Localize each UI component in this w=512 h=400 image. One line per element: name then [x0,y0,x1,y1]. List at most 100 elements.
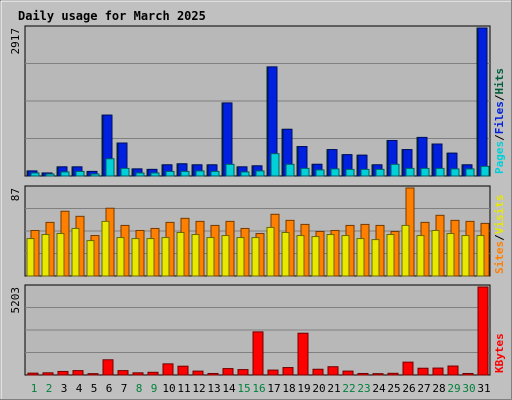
ymax-label-kbytes: 5203 [9,287,22,314]
bar-pages-day-28 [435,167,445,177]
bar-kbytes-day-20 [312,368,324,376]
bar-visits-day-29 [446,233,455,277]
day-label-25: 25 [387,382,400,395]
bar-kbytes-day-29 [447,365,459,376]
bar-pages-day-7 [120,167,130,177]
bar-visits-day-8 [131,238,140,277]
bar-pages-day-31 [480,165,490,177]
bar-visits-day-14 [221,235,230,277]
bar-pages-day-16 [255,170,265,177]
bar-visits-day-4 [71,227,80,277]
bar-kbytes-day-1 [27,372,39,376]
bar-pages-day-5 [90,173,100,177]
bar-visits-day-20 [311,236,320,277]
bar-pages-day-19 [300,167,310,177]
day-label-28: 28 [432,382,445,395]
bar-visits-day-12 [191,234,200,277]
bar-kbytes-day-30 [462,372,474,376]
bar-visits-day-24 [371,239,380,277]
bar-kbytes-day-27 [417,367,429,376]
day-label-8: 8 [136,382,143,395]
bar-pages-day-24 [375,168,385,177]
bar-kbytes-day-28 [432,367,444,376]
bar-pages-day-14 [225,163,235,177]
day-label-24: 24 [372,382,386,395]
bar-visits-day-10 [161,237,170,277]
day-label-9: 9 [151,382,158,395]
bar-pages-day-4 [75,170,85,177]
bar-kbytes-day-17 [267,369,279,376]
bar-visits-day-19 [296,235,305,277]
bar-visits-day-9 [146,238,155,277]
bar-pages-day-26 [405,167,415,177]
bar-visits-day-22 [341,235,350,277]
bar-pages-day-18 [285,163,295,177]
legend-item-hits-0: Pages [493,141,506,174]
bar-visits-day-28 [431,229,440,277]
day-label-29: 29 [447,382,460,395]
bar-kbytes-day-7 [117,370,129,376]
day-label-3: 3 [61,382,68,395]
day-label-30: 30 [462,382,475,395]
bar-kbytes-day-16 [252,331,264,376]
chart-title: Daily usage for March 2025 [18,9,206,23]
day-label-15: 15 [237,382,250,395]
bar-pages-day-9 [150,172,160,177]
bar-kbytes-day-11 [177,365,189,376]
bar-visits-day-13 [206,237,215,277]
bar-visits-day-1 [26,238,35,277]
day-label-19: 19 [297,382,310,395]
bar-kbytes-day-10 [162,363,174,376]
bar-visits-day-25 [386,234,395,277]
bar-pages-day-12 [195,170,205,177]
bar-visits-day-15 [236,237,245,277]
day-label-2: 2 [46,382,53,395]
bar-pages-day-2 [45,173,55,177]
bar-pages-day-3 [60,171,70,177]
bar-kbytes-day-14 [222,368,234,376]
legend-kbytes: KBytes [493,333,506,373]
day-label-17: 17 [267,382,280,395]
bar-kbytes-day-25 [387,372,399,376]
day-label-14: 14 [222,382,236,395]
day-label-6: 6 [106,382,113,395]
legend-item-visits-0: Sites [493,241,506,274]
bar-kbytes-day-4 [72,370,84,376]
legend-item-hits-1: / [493,134,506,141]
day-label-20: 20 [312,382,325,395]
bar-kbytes-day-31 [477,286,489,376]
bar-visits-day-16 [251,237,260,277]
ymax-label-hits: 2917 [9,28,22,55]
bar-pages-day-21 [330,168,340,177]
bar-kbytes-day-26 [402,361,414,376]
panel-visits: 87 Sites/Visits [9,185,506,277]
bar-kbytes-day-9 [147,371,159,376]
bar-kbytes-day-15 [237,369,249,376]
bar-kbytes-day-8 [132,372,144,376]
bar-files-day-31 [477,27,488,177]
bar-visits-day-30 [461,235,470,277]
bar-pages-day-22 [345,168,355,177]
bar-pages-day-23 [360,168,370,177]
legend-item-visits-1: / [493,234,506,241]
bar-kbytes-day-24 [372,373,384,376]
bar-kbytes-day-19 [297,332,309,376]
panel-hits: 2917 Pages/Files/Hits [9,25,506,177]
day-label-21: 21 [327,382,340,395]
day-label-7: 7 [121,382,128,395]
bar-visits-day-3 [56,233,65,277]
day-axis: 1 2 3 4 5 6 7 8 9 10 11 12 13 14 15 16 17 18 19 20 21 22 23 24 2… [31,382,491,395]
bar-pages-day-25 [390,163,400,177]
bar-visits-day-7 [116,237,125,277]
legend-hits: Pages/Files/Hits [493,68,506,174]
day-label-13: 13 [207,382,220,395]
panel-kbytes: 5203 KBytes [9,284,506,376]
day-label-27: 27 [417,382,430,395]
bar-kbytes-day-12 [192,370,204,376]
legend-item-hits-2: Files [493,101,506,134]
bar-visits-day-6 [101,220,110,277]
day-label-18: 18 [282,382,295,395]
bar-pages-day-29 [450,168,460,177]
day-label-11: 11 [177,382,190,395]
